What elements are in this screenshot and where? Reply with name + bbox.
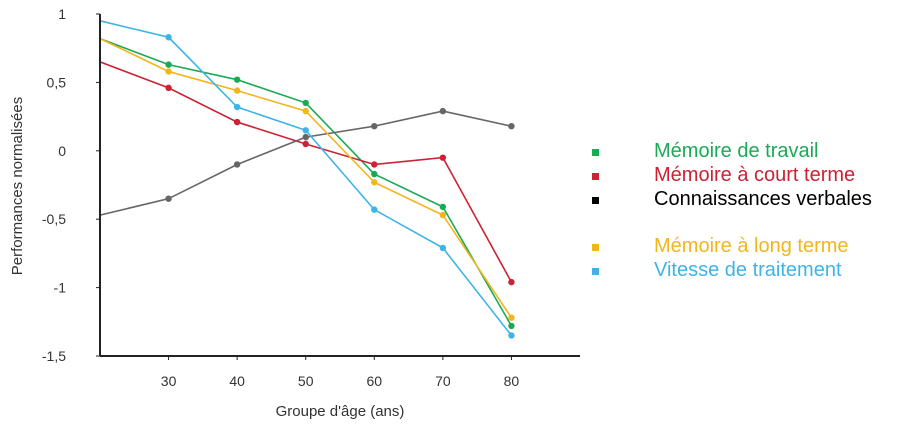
x-tick-label: 40 xyxy=(229,373,245,389)
legend-label: Mémoire à long terme xyxy=(654,235,849,257)
y-tick-label: -0,5 xyxy=(42,211,66,227)
data-point xyxy=(508,314,515,321)
data-point xyxy=(371,179,378,186)
legend-marker xyxy=(592,268,599,275)
series-2 xyxy=(99,107,515,216)
data-point xyxy=(371,122,378,130)
series-1 xyxy=(99,61,515,286)
data-point xyxy=(439,211,447,219)
data-point xyxy=(439,154,447,161)
x-tick-label: 70 xyxy=(435,373,451,389)
data-point xyxy=(165,61,172,68)
ticks-layer: 30 40 50 60 70 80 1 0,5 0 -0,5 -1 -1,5 xyxy=(42,6,520,389)
data-point xyxy=(165,84,172,92)
legend-label: Mémoire de travail xyxy=(654,140,819,162)
series-line xyxy=(99,110,512,216)
y-tick-label: -1 xyxy=(54,280,67,296)
legend-label: Vitesse de traitement xyxy=(654,259,842,281)
legend-marker xyxy=(592,197,599,204)
data-point xyxy=(165,195,172,202)
data-point xyxy=(508,332,515,339)
series-0 xyxy=(99,37,515,330)
data-point xyxy=(439,203,447,211)
data-point xyxy=(371,170,378,178)
series-3 xyxy=(99,37,515,321)
y-tick-label: 0,5 xyxy=(47,74,67,90)
data-point xyxy=(302,140,309,148)
y-tick-label: 1 xyxy=(58,6,66,22)
legend-label: Connaissances verbales xyxy=(654,188,872,210)
legend-item: Vitesse de traitement xyxy=(590,259,895,283)
series-line xyxy=(99,37,513,319)
data-point xyxy=(302,107,309,115)
data-point xyxy=(439,107,447,115)
data-point xyxy=(371,161,378,168)
legend-label: Mémoire à court terme xyxy=(654,164,856,186)
series-layer xyxy=(99,20,515,339)
x-axis-label: Groupe d'âge (ans) xyxy=(276,403,405,420)
x-tick-label: 50 xyxy=(298,373,314,389)
legend-item: Mémoire de travail xyxy=(590,140,895,164)
legend-item: Mémoire à long terme xyxy=(590,235,895,259)
data-point xyxy=(439,244,447,252)
series-4 xyxy=(99,20,515,339)
series-line xyxy=(99,37,513,327)
data-point xyxy=(233,118,241,126)
legend-marker xyxy=(592,149,599,156)
data-point xyxy=(302,127,309,134)
data-point xyxy=(508,278,515,286)
legend-item: Mémoire à court terme xyxy=(590,164,895,188)
axes-layer xyxy=(99,14,580,357)
legend-marker xyxy=(592,173,599,180)
data-point xyxy=(233,76,241,83)
y-tick-label: -1,5 xyxy=(42,348,66,364)
data-point xyxy=(508,122,515,130)
x-tick-label: 60 xyxy=(366,373,382,389)
data-point xyxy=(302,133,309,141)
x-tick-label: 30 xyxy=(161,373,177,389)
data-point xyxy=(371,206,378,213)
legend-marker xyxy=(592,244,599,251)
legend-item: Connaissances verbales xyxy=(590,188,895,235)
chart-legend: Mémoire de travail Mémoire à court terme C… xyxy=(590,140,895,283)
x-tick-label: 80 xyxy=(504,373,520,389)
data-point xyxy=(233,87,241,94)
y-tick-label: 0 xyxy=(58,143,66,159)
data-point xyxy=(165,34,172,41)
series-line xyxy=(99,61,513,283)
data-point xyxy=(233,161,241,168)
data-point xyxy=(233,103,241,111)
data-point xyxy=(508,322,515,330)
data-point xyxy=(302,99,309,107)
y-axis-label: Performances normalisées xyxy=(9,97,26,275)
data-point xyxy=(165,68,172,75)
